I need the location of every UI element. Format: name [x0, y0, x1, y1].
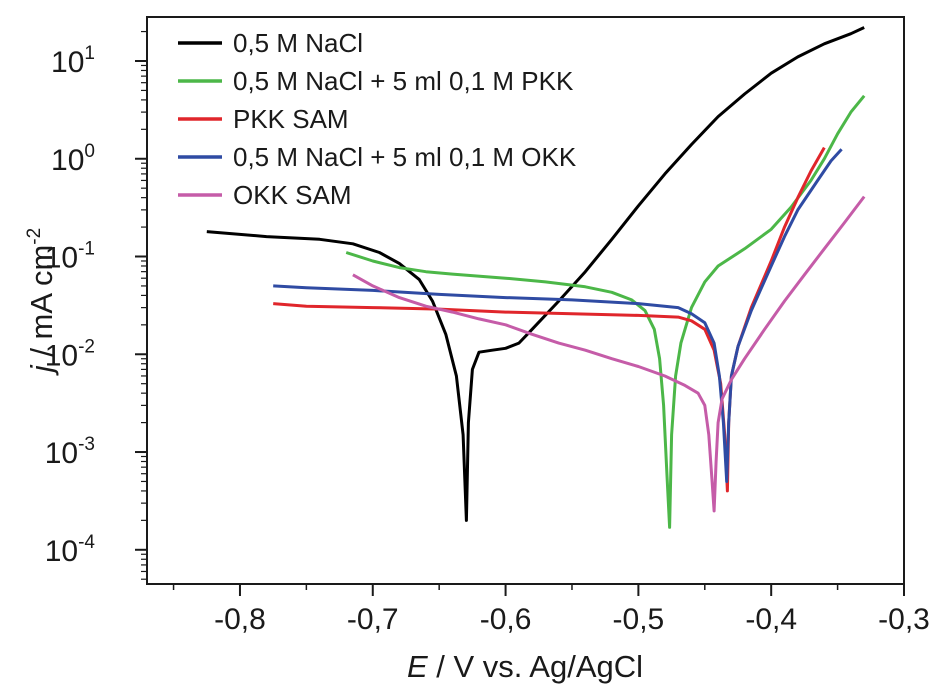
x-tick-label: -0,4: [745, 603, 797, 636]
x-tick-label: -0,3: [878, 603, 930, 636]
series-line: [273, 148, 843, 483]
y-axis: 101 100 10-1 10-2 10-3 10-4: [45, 30, 147, 580]
series-lines: [206, 26, 866, 529]
x-axis-label: E / V vs. Ag/AgCl: [407, 649, 643, 684]
series-line: [206, 26, 865, 522]
x-tick-label: -0,8: [214, 603, 266, 636]
y-tick-label: 100: [51, 141, 95, 177]
y-tick-label: 10-2: [45, 336, 95, 372]
series-line: [352, 195, 866, 513]
plot-frame: [146, 16, 905, 585]
x-tick-label: -0,7: [347, 603, 399, 636]
y-tick-label: 10-4: [45, 532, 96, 568]
x-tick-label: -0,6: [480, 603, 532, 636]
y-tick-label: 101: [51, 43, 95, 79]
x-tick-label: -0,5: [613, 603, 665, 636]
series-line: [273, 146, 826, 493]
legend-label: 0,5 M NaCl + 5 ml 0,1 M OKK: [233, 142, 577, 172]
legend-label: OKK SAM: [233, 180, 351, 210]
x-axis: -0,8 -0,7 -0,6 -0,5 -0,4 -0,3: [172, 584, 930, 636]
y-axis-label: j / mA cm-2: [24, 228, 59, 376]
legend-label: 0,5 M NaCl: [233, 28, 363, 58]
legend: 0,5 M NaCl 0,5 M NaCl + 5 ml 0,1 M PKK PKK…: [178, 28, 577, 210]
legend-label: 0,5 M NaCl + 5 ml 0,1 M PKK: [233, 66, 574, 96]
y-tick-label: 10-3: [45, 434, 95, 470]
y-tick-label: 10-1: [45, 239, 95, 275]
legend-label: PKK SAM: [233, 104, 349, 134]
